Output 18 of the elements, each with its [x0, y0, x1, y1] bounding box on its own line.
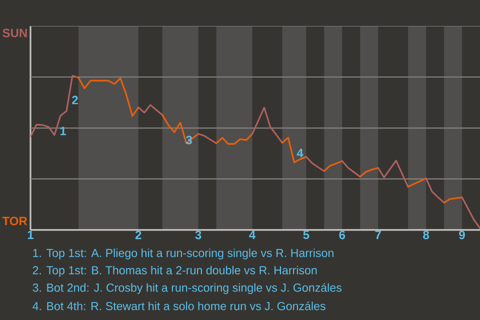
- text: 2. Top 1st: B. Thomas hit a 2-run double vs R. Harrison: [32, 266, 317, 277]
- x-tick-label: 6: [339, 230, 346, 240]
- text: TOR: [2, 216, 28, 226]
- annotation: 2: [72, 96, 78, 104]
- x-tick-label: 5: [303, 230, 310, 240]
- x-tick-label: 4: [249, 230, 256, 239]
- text: 1. Top 1st: A. Pliego hit a run-scoring single vs R. Harrison: [33, 248, 334, 260]
- x-tick-label: 2: [135, 230, 142, 240]
- x-tick-label: 8: [423, 230, 430, 240]
- x-tick-label: 9: [459, 230, 465, 240]
- x-tick-label: 3: [195, 230, 202, 240]
- annotation: 1: [60, 126, 66, 136]
- text: 4. Bot 4th: R. Stewart hit a solo home run vs J. Gonzáles: [32, 302, 326, 310]
- x-tick-label: 7: [375, 230, 381, 239]
- text: 3. Bot 2nd: J. Crosby hit a run-scoring single vs J. Gonzáles: [32, 283, 342, 294]
- x-tick-label: 1: [28, 230, 34, 239]
- annotation: 4: [296, 148, 304, 158]
- text: SUN: [2, 28, 27, 38]
